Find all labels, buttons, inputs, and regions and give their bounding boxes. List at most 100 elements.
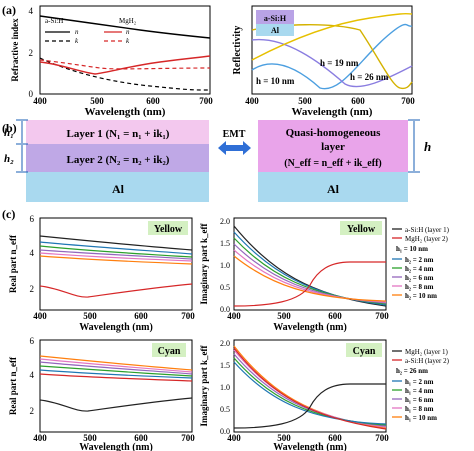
emt-label: EMT	[223, 129, 246, 140]
legend-asih: a-Si:H	[45, 17, 63, 25]
legend-line-2: MgH₂ (layer 2)	[405, 235, 449, 243]
xtick: 400	[33, 96, 47, 106]
xtick: 600	[328, 433, 342, 443]
ytick: 0.5	[220, 405, 230, 414]
legend-line-2: a-Si:H (layer 2)	[405, 357, 450, 365]
layer2-label: Layer 2 (N₂ = n₂ + ik₂)	[67, 154, 170, 166]
xtick: 400	[33, 311, 47, 321]
xtick: 700	[181, 433, 195, 443]
xtick: 600	[146, 96, 160, 106]
emt-arrow	[218, 141, 251, 155]
legend-item-1: h₁ = 2 nm	[405, 378, 434, 386]
panel-a-right-plot: a-Si:H Al h = 19 nm h = 10 nm h = 26 nm …	[232, 5, 415, 118]
x-axis-label: Wavelength (nm)	[273, 442, 347, 451]
xtick: 600	[351, 96, 365, 106]
legend-mgh2-n: n	[126, 28, 130, 36]
ytick: 6	[30, 214, 35, 224]
al-label-left: Al	[112, 182, 125, 196]
curve-h2-8	[233, 249, 387, 303]
curve-h2-4	[233, 237, 387, 305]
layer1-label: Layer 1 (N₁ = n₁ + ik₁)	[67, 128, 170, 140]
curve-mgh2	[233, 383, 386, 429]
curve-asih	[233, 225, 387, 307]
quasi-label-line3: (N_eff = n_eff + ik_eff)	[284, 158, 381, 169]
xtick: 500	[277, 311, 291, 321]
curve-h2-2	[233, 231, 387, 306]
curve-mgh2	[39, 397, 193, 412]
h2-label: h₂	[4, 153, 14, 165]
curve-asih	[39, 235, 193, 251]
curve-asih	[39, 373, 193, 382]
x-axis-label: Wavelength (nm)	[79, 442, 153, 451]
y-axis-label: Real part n_eff	[8, 356, 18, 415]
reflectivity-h10-curve	[251, 23, 413, 90]
quasi-layer-box	[258, 120, 408, 172]
plot-frame	[39, 5, 211, 95]
inset-asih-label: a-Si:H	[264, 14, 287, 23]
ytick: 1.5	[220, 361, 230, 370]
quasi-label-line1: Quasi-homogeneous	[286, 127, 381, 139]
legend-line-1: a-Si:H (layer 1)	[405, 226, 450, 234]
x-axis-label: Wavelength (nm)	[292, 106, 373, 118]
h-label: h	[424, 139, 431, 154]
curve-h1-6	[39, 361, 193, 375]
badge-cyan	[346, 343, 382, 357]
panel-label-a: (a)	[2, 3, 16, 17]
reflectivity-yellow-curve	[251, 12, 413, 61]
curve-h1-10	[39, 355, 193, 371]
curve-mgh2	[233, 261, 386, 307]
ytick: 0.0	[220, 305, 230, 314]
badge-yellow-label: Yellow	[347, 224, 376, 235]
legend-item-2: h₂ = 4 nm	[405, 265, 434, 273]
badge-yellow-label: Yellow	[154, 224, 183, 235]
curve-h2-10	[233, 255, 387, 302]
annotation-h19: h = 19 nm	[320, 58, 359, 68]
al-label-right: Al	[327, 182, 340, 196]
legend-item-2: h₁ = 4 nm	[405, 387, 434, 395]
panel-label-b: (b)	[2, 121, 17, 135]
curve-h1-10	[233, 345, 387, 429]
annotation-h10: h = 10 nm	[256, 76, 295, 86]
curve-asih	[233, 347, 387, 430]
legend-asih-k: k	[75, 37, 79, 45]
mgh2-k-curve	[39, 59, 211, 70]
curve-h1-2	[233, 361, 387, 425]
curve-h2-10	[39, 255, 193, 265]
curve-h1-4	[39, 365, 193, 377]
h1-label: h₁	[4, 127, 14, 139]
reflectivity-h19-curve	[251, 38, 413, 88]
xtick: 700	[401, 96, 415, 106]
xtick: 600	[134, 311, 148, 321]
legend-item-3: h₂ = 6 nm	[405, 274, 434, 282]
legend-yellow: a-Si:H (layer 1) MgH₂ (layer 2) h₁ = 10 …	[392, 226, 450, 300]
y-axis-label: Imaginary part k_eff	[199, 223, 209, 305]
ytick: 1.0	[220, 383, 230, 392]
curve-h1-8	[233, 349, 387, 428]
ytick: 2	[30, 284, 35, 294]
curve-h2-6	[233, 243, 387, 304]
y-axis-label: Real part n_eff	[8, 234, 18, 293]
ytick: 6	[30, 336, 35, 346]
badge-yellow	[148, 221, 188, 235]
xtick: 600	[328, 311, 342, 321]
xtick: 500	[83, 433, 97, 443]
xtick: 500	[277, 433, 291, 443]
al-box-left	[26, 172, 209, 202]
curve-mgh2	[39, 283, 193, 298]
xtick: 400	[245, 96, 259, 106]
ytick: 1.0	[220, 261, 230, 270]
badge-cyan-label: Cyan	[158, 346, 181, 357]
panel-c-cyan-real: Cyan 2 4 6 400 500 600 700 Wavelength (n…	[8, 336, 195, 451]
badge-cyan-label: Cyan	[353, 346, 376, 357]
y-axis-label: Refractive index	[10, 18, 20, 82]
curve-h2-6	[39, 249, 193, 260]
curve-h1-4	[233, 357, 387, 426]
xtick: 700	[375, 311, 389, 321]
ytick: 2.0	[220, 217, 230, 226]
legend-item-3: h₁ = 6 nm	[405, 396, 434, 404]
legend-item-5: h₂ = 10 nm	[405, 292, 437, 300]
legend-fixed: h₂ = 26 nm	[396, 367, 428, 375]
layer2-box	[26, 144, 209, 172]
curve-h2-4	[39, 245, 193, 258]
